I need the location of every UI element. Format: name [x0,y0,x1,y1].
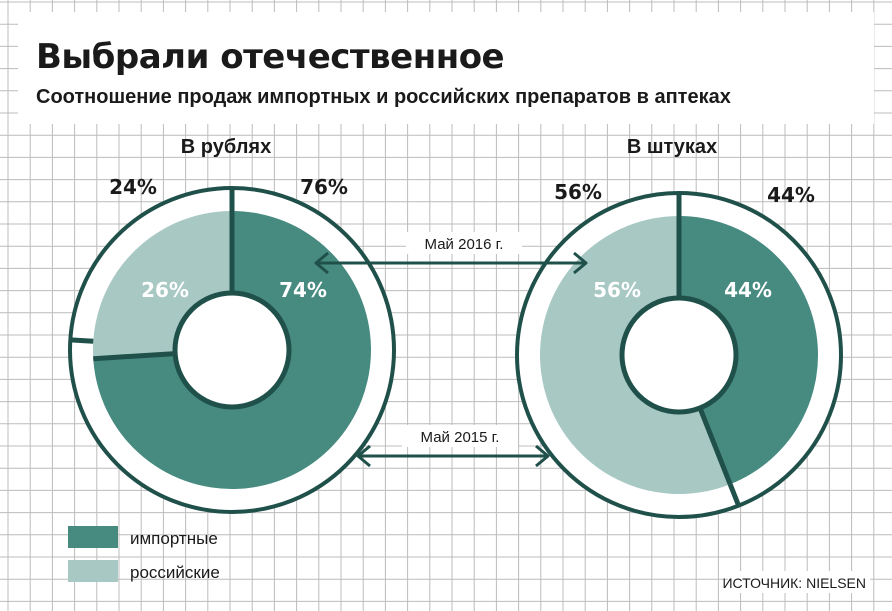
page-subtitle: Соотношение продаж импортных и российски… [36,86,731,108]
arrow-may-2016: Май 2016 г. [314,232,588,275]
legend-swatch-russian [68,560,118,582]
arrow-may-2015: Май 2015 г. [356,425,550,468]
legend-swatch-imported [68,526,118,548]
units-slice-imported [679,216,819,485]
legend-label-imported: импортные [130,529,218,548]
outer-label-rubles-russian: 24% [109,175,157,199]
rubles-divider-2016 [70,337,94,344]
inner-label-rubles-imported: 74% [279,278,327,302]
inner-label-rubles-russian: 26% [141,278,189,302]
outer-label-rubles-imported: 76% [300,175,348,199]
donut-chart-units [515,191,843,519]
source-note: ИСТОЧНИК: NIELSEN [722,575,866,591]
inner-label-units-imported: 44% [724,278,772,302]
legend-label-russian: российские [130,563,220,582]
chart-title-units: В штуках [627,136,717,158]
units-center-hole [619,295,739,415]
units-divider-2015 [697,407,733,486]
outer-label-units-imported: 44% [767,183,815,207]
legend: импортные российские [68,526,220,582]
header-panel [18,12,874,124]
arrow-label-may-2015: Май 2015 г. [421,429,500,446]
page-title: Выбрали отечественное [36,37,504,77]
outer-label-units-russian: 56% [554,180,602,204]
units-divider-2016 [727,483,741,507]
rubles-divider-2015 [93,351,176,362]
inner-label-units-russian: 56% [593,278,641,302]
chart-title-rubles: В рублях [181,136,271,158]
arrow-label-may-2016: Май 2016 г. [425,236,504,253]
rubles-center-hole [172,290,292,410]
donut-chart-rubles [68,186,396,514]
